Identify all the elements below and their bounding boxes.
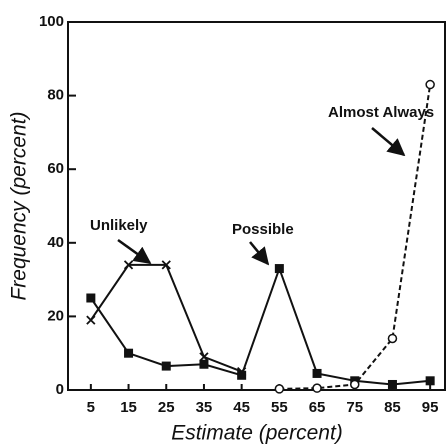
marker: [237, 370, 247, 380]
marker: [199, 352, 209, 362]
x-axis-title: Estimate (percent): [171, 422, 343, 445]
x-tick-label: 45: [233, 399, 250, 416]
marker: [387, 379, 397, 389]
marker: [161, 361, 171, 371]
marker: [161, 260, 171, 270]
y-axis-title: Frequency (percent): [8, 111, 31, 300]
series-annotation: Possible: [232, 221, 294, 238]
annotation-arrow: [371, 127, 406, 157]
x-tick-label: 85: [384, 399, 401, 416]
marker: [312, 368, 322, 378]
series-line: [90, 263, 243, 373]
x-tick-label: 95: [422, 399, 439, 416]
series-annotation: Almost Always: [328, 104, 434, 121]
marker: [86, 293, 96, 303]
x-tick-label: 75: [346, 399, 363, 416]
marker: [312, 383, 322, 393]
y-tick-label: 0: [56, 381, 64, 398]
x-tick-label: 15: [120, 399, 137, 416]
y-tick-label: 100: [39, 13, 64, 30]
marker: [123, 260, 134, 270]
x-tick-label: 25: [158, 399, 175, 416]
series-annotation: Unlikely: [90, 217, 148, 234]
x-tick-label: 5: [87, 399, 95, 416]
marker: [387, 333, 398, 344]
x-tick-label: 35: [196, 399, 213, 416]
x-tick-label: 65: [309, 399, 326, 416]
series-line: [279, 84, 432, 390]
marker: [274, 384, 285, 394]
marker: [199, 359, 209, 369]
y-tick-label: 20: [47, 307, 64, 324]
marker: [350, 379, 360, 390]
annotation-arrow: [117, 238, 152, 265]
y-tick-label: 80: [47, 87, 64, 104]
marker: [425, 376, 435, 386]
marker: [124, 348, 134, 358]
annotation-arrow: [249, 241, 270, 266]
plot-frame: [67, 21, 446, 391]
series-line: [90, 265, 431, 386]
x-tick-label: 55: [271, 399, 288, 416]
y-tick-label: 60: [47, 160, 64, 177]
marker: [425, 79, 435, 90]
marker: [86, 315, 96, 325]
y-tick-label: 40: [47, 234, 64, 251]
marker: [274, 264, 284, 274]
